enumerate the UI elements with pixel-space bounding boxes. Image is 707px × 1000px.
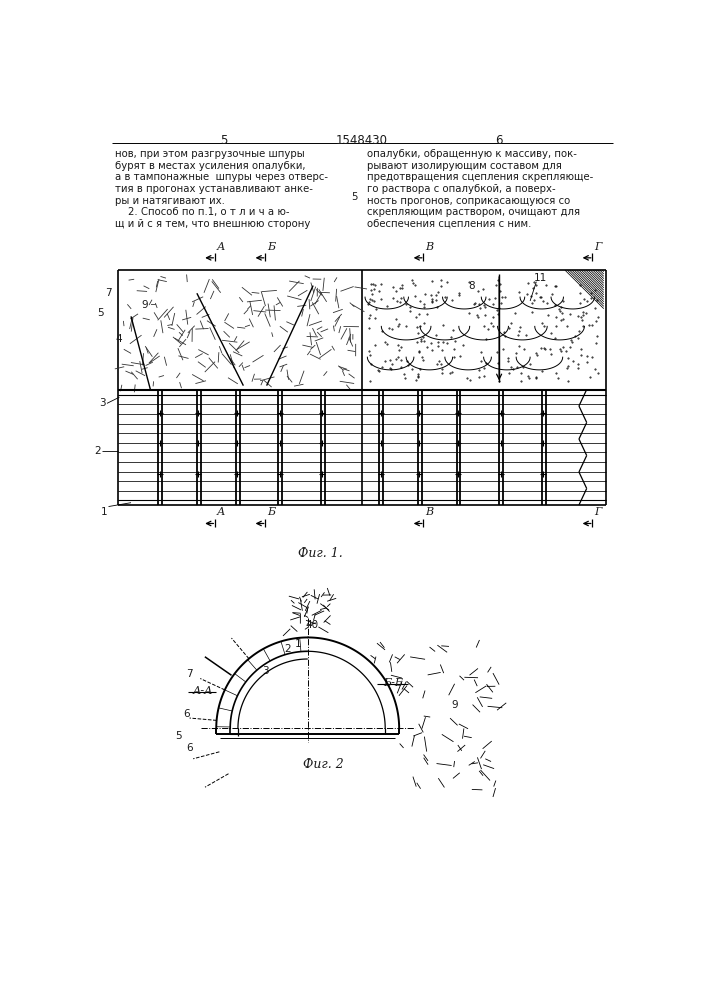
Text: Г: Г [595,507,602,517]
Text: 6: 6 [496,134,503,147]
Text: 1548430: 1548430 [336,134,388,147]
Text: 5: 5 [175,731,182,741]
Text: 5: 5 [98,308,104,318]
Text: Фиг. 1.: Фиг. 1. [298,547,344,560]
Text: 7: 7 [187,669,193,679]
Text: В: В [426,242,433,252]
Text: А-А: А-А [193,686,214,696]
Text: 7: 7 [105,288,112,298]
Text: Фиг. 2: Фиг. 2 [303,758,344,771]
Text: Б: Б [267,507,276,517]
Text: В: В [426,507,433,517]
Text: 9: 9 [451,700,457,710]
Text: 8: 8 [468,281,474,291]
Text: Б-Б: Б-Б [383,678,403,688]
Text: 2: 2 [284,644,291,654]
Text: Г: Г [595,242,602,252]
Text: 6: 6 [187,743,193,753]
Text: нов, при этом разгрузочные шпуры
бурят в местах усиления опалубки,
а в тампонажн: нов, при этом разгрузочные шпуры бурят в… [115,149,328,229]
Text: 5: 5 [351,192,357,202]
Text: А: А [217,242,226,252]
Text: 3: 3 [99,398,105,408]
Text: 40: 40 [306,620,319,630]
Text: А: А [217,507,226,517]
Text: опалубки, обращенную к массиву, пок-
рывают изолирующим составом для
предотвраще: опалубки, обращенную к массиву, пок- рыв… [368,149,594,229]
Text: 2: 2 [94,446,101,456]
Text: 3: 3 [262,666,269,676]
Text: 1: 1 [295,639,301,649]
Text: 5: 5 [221,134,228,147]
Text: Б: Б [267,242,276,252]
Text: 6: 6 [183,709,190,719]
Text: 11: 11 [534,273,547,283]
Text: 9: 9 [141,300,148,310]
Text: 4: 4 [116,334,122,344]
Text: 1: 1 [100,507,107,517]
